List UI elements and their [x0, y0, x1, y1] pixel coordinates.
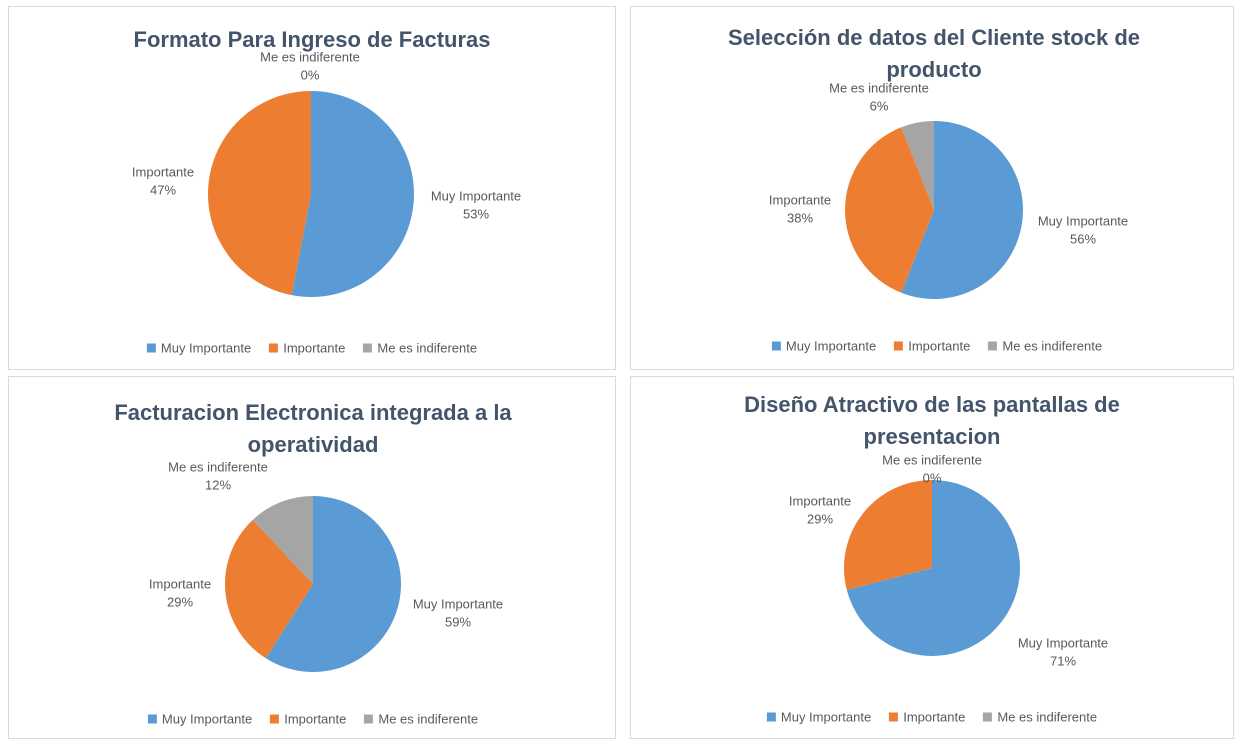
legend-label: Muy Importante: [780, 709, 872, 725]
data-label-name: Importante: [789, 493, 851, 508]
pie-slice: [225, 519, 313, 659]
data-label-value: 12%: [205, 477, 231, 492]
data-label-value: 29%: [167, 594, 193, 609]
data-label-name: Muy Importante: [1018, 635, 1108, 650]
legend-label: Importante: [283, 340, 346, 356]
chart-title: Selección de datos del Cliente stock de …: [727, 25, 1141, 82]
pie-slice: [252, 496, 313, 584]
pie-slice: [901, 121, 1023, 299]
data-label-name: Importante: [149, 576, 211, 591]
legend-item: Me es indiferente: [363, 341, 477, 356]
legend-swatch: [766, 712, 776, 722]
chart-panel: [8, 6, 616, 370]
legend-swatch: [364, 714, 374, 724]
data-label-value: 6%: [870, 98, 889, 113]
data-label-value: 56%: [1070, 231, 1096, 246]
chart-title: Formato Para Ingreso de Facturas: [133, 27, 491, 52]
pie-slice: [901, 121, 934, 210]
chart-title: Facturacion Electronica integrada a la o…: [114, 400, 512, 457]
data-label-value: 59%: [445, 614, 471, 629]
legend-item: Muy Importante: [146, 340, 252, 356]
pie-slice: [846, 480, 1020, 657]
data-label-name: Me es indiferente: [260, 49, 360, 64]
data-label-name: Me es indiferente: [882, 452, 982, 467]
data-label-name: Importante: [769, 192, 831, 207]
pie-slice: [845, 127, 934, 293]
legend-item: Muy Importante: [766, 709, 872, 725]
legend-label: Importante: [908, 338, 971, 354]
pie-slice: [265, 496, 402, 673]
legend: Muy Importante Importante Me es indiferent…: [771, 338, 1102, 354]
legend-item: Importante: [269, 341, 345, 356]
data-label-value: 47%: [150, 182, 176, 197]
pie-slice: [291, 91, 414, 297]
legend-swatch: [269, 343, 279, 353]
legend-swatch: [983, 712, 993, 722]
data-label-name: Me es indiferente: [829, 80, 929, 95]
legend-swatch: [894, 341, 904, 351]
chart-title: Diseño Atractivo de las pantallas de pre…: [744, 392, 1120, 449]
legend-item: Importante: [894, 339, 970, 354]
legend-label: Muy Importante: [161, 711, 253, 727]
legend-label: Importante: [903, 709, 966, 725]
data-label-value: 38%: [787, 210, 813, 225]
legend-swatch: [270, 714, 280, 724]
legend-label: Me es indiferente: [1002, 338, 1103, 354]
legend-label: Me es indiferente: [997, 709, 1098, 725]
legend-item: Muy Importante: [771, 338, 877, 354]
legend-swatch: [889, 712, 899, 722]
legend-item: Muy Importante: [147, 711, 253, 727]
legend-label: Muy Importante: [160, 340, 252, 356]
legend-item: Importante: [270, 712, 346, 727]
legend-item: Me es indiferente: [364, 712, 478, 727]
legend-swatch: [363, 343, 373, 353]
data-label-value: 71%: [1050, 653, 1076, 668]
legend-swatch: [146, 343, 156, 353]
legend: Muy Importante Importante Me es indiferent…: [766, 709, 1097, 725]
data-label-value: 53%: [463, 206, 489, 221]
legend-swatch: [771, 341, 781, 351]
data-label-name: Muy Importante: [413, 596, 503, 611]
legend-swatch: [988, 341, 998, 351]
pie-slice: [844, 480, 932, 590]
legend-item: Importante: [889, 710, 965, 725]
legend: Muy Importante Importante Me es indiferent…: [146, 340, 477, 356]
legend-label: Me es indiferente: [377, 340, 478, 356]
data-label-value: 0%: [923, 470, 942, 485]
legend-item: Me es indiferente: [983, 710, 1097, 725]
pie-slice: [207, 91, 311, 296]
data-label-value: 0%: [301, 67, 320, 82]
legend-label: Me es indiferente: [378, 711, 479, 727]
data-label-name: Me es indiferente: [168, 459, 268, 474]
legend-label: Muy Importante: [785, 338, 877, 354]
legend-swatch: [147, 714, 157, 724]
data-label-name: Muy Importante: [1038, 213, 1128, 228]
data-label-name: Muy Importante: [431, 188, 521, 203]
legend: Muy Importante Importante Me es indiferent…: [147, 711, 478, 727]
legend-item: Me es indiferente: [988, 339, 1102, 354]
legend-label: Importante: [284, 711, 347, 727]
data-label-name: Importante: [132, 164, 194, 179]
data-label-value: 29%: [807, 511, 833, 526]
